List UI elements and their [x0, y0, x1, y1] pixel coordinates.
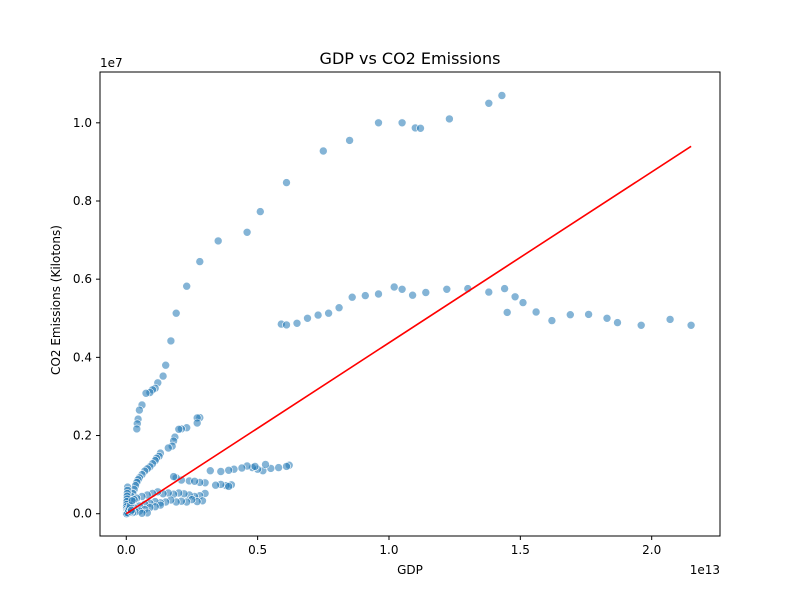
- x-axis-label: GDP: [397, 563, 423, 577]
- data-point: [445, 114, 454, 124]
- data-point: [182, 281, 191, 291]
- trend-line: [125, 145, 692, 515]
- data-point: [318, 146, 328, 156]
- data-point: [313, 310, 323, 320]
- data-point: [213, 236, 223, 246]
- data-point: [397, 284, 407, 294]
- y-tick-label: 0.8: [73, 194, 92, 208]
- data-point: [531, 307, 541, 317]
- data-point: [161, 360, 170, 370]
- data-point: [174, 424, 184, 434]
- x-tick-label: 1.0: [379, 543, 398, 557]
- data-point: [360, 291, 370, 300]
- data-point: [602, 313, 612, 323]
- data-point: [192, 418, 202, 428]
- data-point: [303, 313, 312, 323]
- data-point: [292, 318, 302, 328]
- data-point: [127, 496, 137, 506]
- data-point: [158, 371, 168, 381]
- data-point: [374, 118, 383, 128]
- data-point: [500, 284, 509, 293]
- data-point: [686, 320, 696, 330]
- data-point: [261, 460, 270, 469]
- y-tick-label: 0.2: [73, 429, 92, 443]
- data-point: [250, 462, 260, 471]
- data-point: [613, 318, 622, 327]
- data-point: [224, 465, 233, 475]
- data-point: [242, 228, 252, 237]
- x-tick-label: 0.5: [248, 543, 267, 557]
- data-point: [282, 462, 291, 471]
- x-offset-label: 1e13: [690, 563, 720, 577]
- y-offset-label: 1e7: [100, 56, 123, 70]
- y-axis-label: CO2 Emissions (Kilotons): [49, 225, 63, 375]
- data-point: [274, 463, 283, 472]
- data-point: [416, 124, 425, 133]
- data-point: [237, 463, 247, 473]
- data-point: [334, 303, 344, 313]
- data-point: [324, 308, 333, 318]
- data-point: [497, 91, 507, 100]
- data-point: [665, 315, 675, 324]
- data-point: [484, 99, 494, 108]
- x-tick-label: 2.0: [642, 543, 661, 557]
- data-point: [397, 118, 407, 128]
- data-point: [345, 136, 354, 145]
- y-tick-label: 0.6: [73, 272, 92, 286]
- data-point: [636, 320, 646, 330]
- data-point: [141, 388, 151, 398]
- data-point: [137, 508, 147, 518]
- data-point: [282, 320, 291, 330]
- data-point: [282, 178, 291, 187]
- data-point: [347, 292, 357, 302]
- data-point: [171, 308, 181, 318]
- x-tick-label: 0.0: [117, 543, 136, 557]
- x-tick-label: 1.5: [511, 543, 530, 557]
- data-point: [389, 282, 399, 292]
- data-point: [216, 467, 226, 476]
- y-tick-label: 1.0: [73, 116, 92, 130]
- y-tick-label: 0.0: [73, 507, 92, 521]
- data-point: [164, 443, 173, 453]
- data-point: [421, 288, 431, 297]
- data-point: [135, 405, 144, 415]
- data-point: [169, 472, 178, 481]
- axes-frame: [99, 71, 721, 537]
- data-point: [584, 310, 593, 319]
- data-point: [195, 257, 205, 266]
- data-point: [484, 287, 494, 297]
- data-point: [255, 207, 265, 216]
- data-point: [206, 466, 215, 476]
- data-point: [166, 336, 176, 346]
- data-point: [565, 310, 575, 320]
- data-point: [502, 308, 512, 317]
- y-tick-label: 0.4: [73, 350, 92, 364]
- data-point: [408, 290, 417, 300]
- data-point: [510, 292, 520, 302]
- data-point: [547, 316, 557, 325]
- data-point: [190, 476, 199, 486]
- chart-title: GDP vs CO2 Emissions: [320, 49, 501, 68]
- plot-area: [122, 91, 696, 519]
- data-point: [442, 284, 452, 294]
- data-point: [224, 482, 233, 491]
- data-point: [374, 289, 383, 299]
- data-point: [132, 424, 142, 434]
- data-point: [211, 480, 220, 490]
- data-point: [518, 298, 528, 307]
